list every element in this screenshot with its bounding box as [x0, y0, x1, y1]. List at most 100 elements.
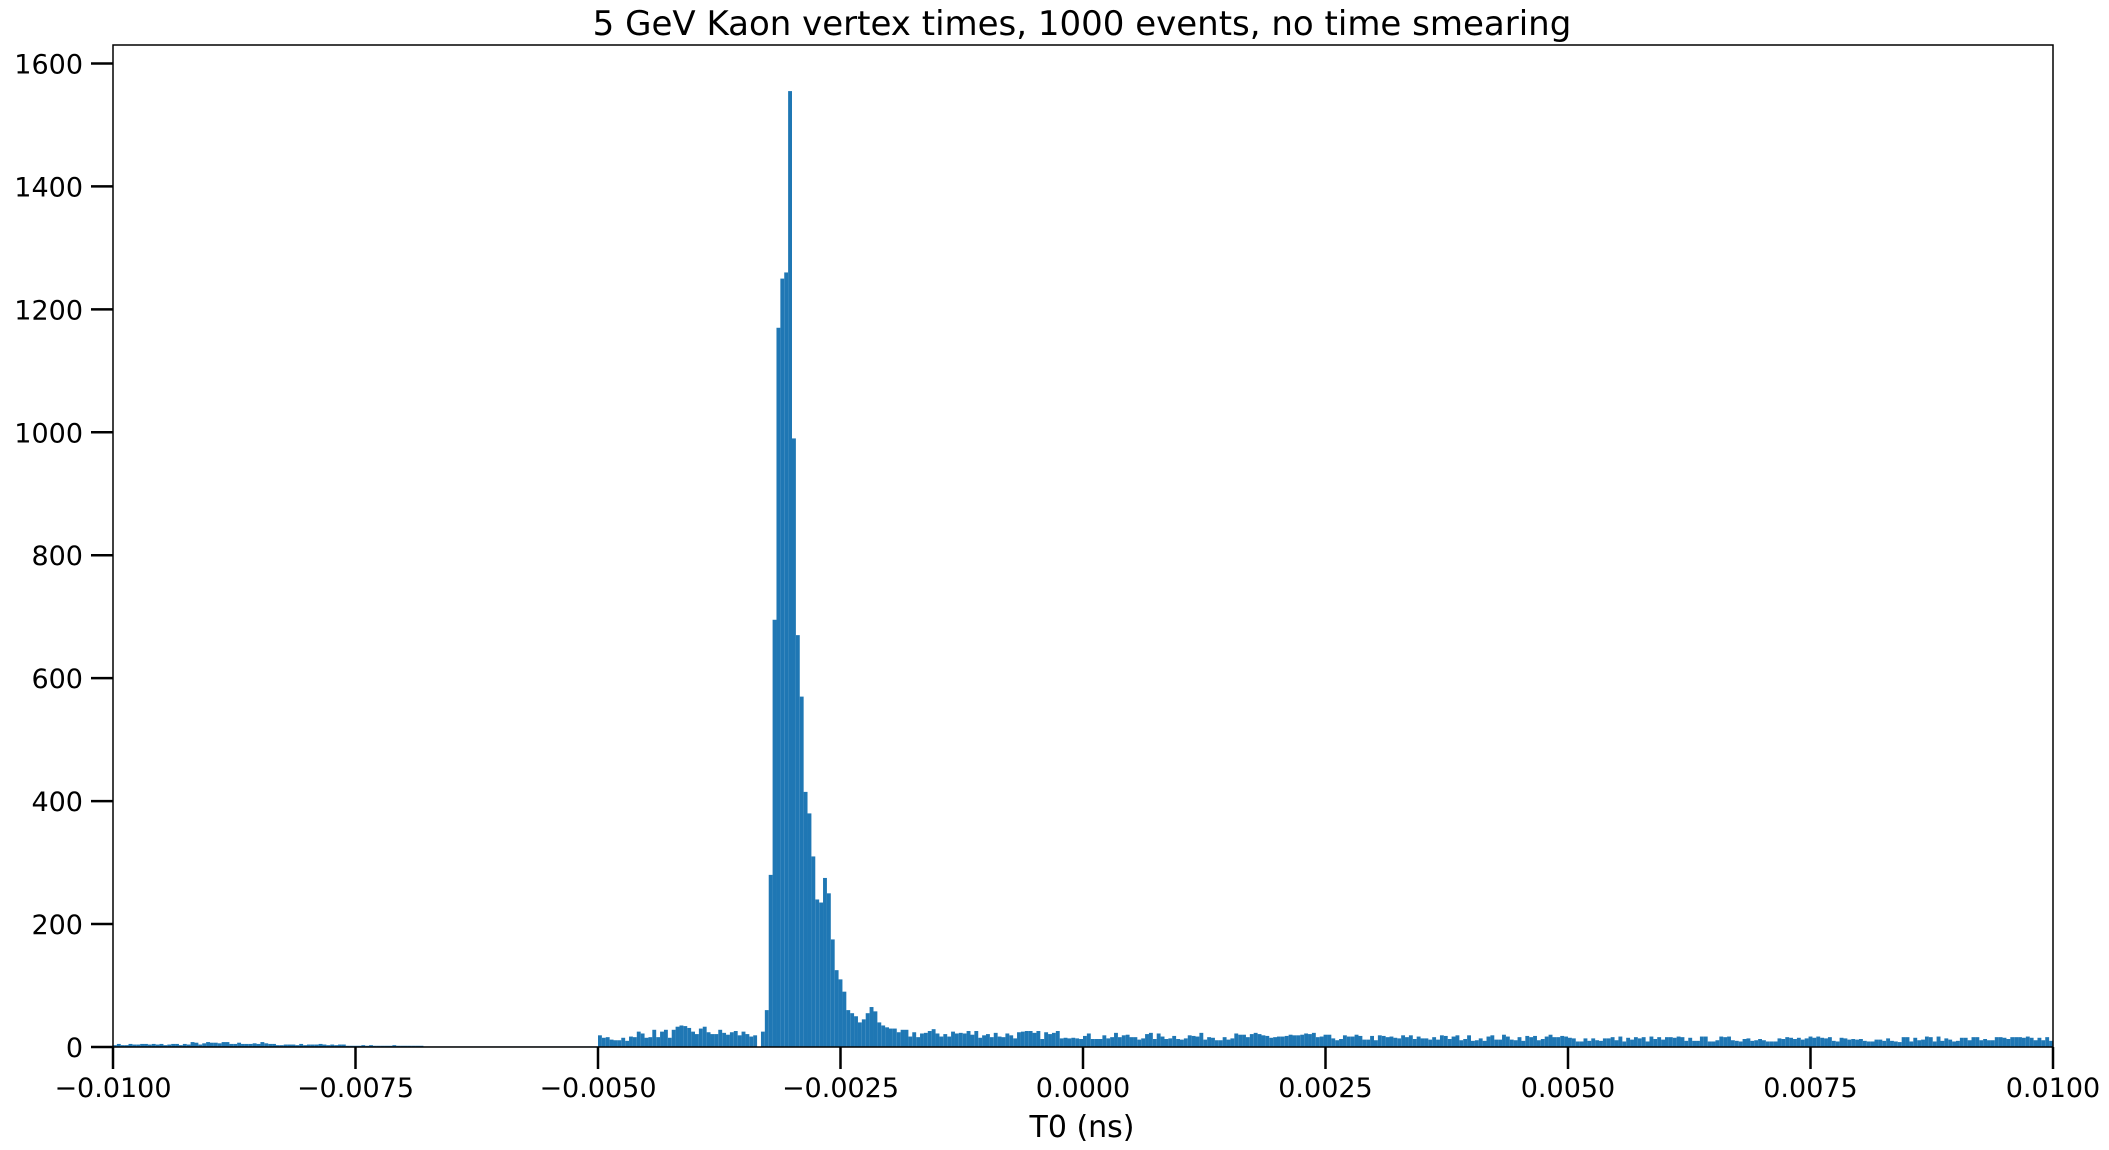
histogram-bar	[1079, 1039, 1083, 1047]
histogram-bar	[1959, 1037, 1964, 1047]
histogram-bar	[334, 1045, 339, 1047]
histogram-bar	[1156, 1033, 1161, 1047]
histogram-bar	[966, 1031, 971, 1047]
histogram-bar	[1742, 1039, 1747, 1047]
histogram-bar	[1133, 1037, 1138, 1047]
histogram-bar	[1335, 1040, 1340, 1047]
histogram-bar	[190, 1042, 195, 1047]
histogram-bar	[1381, 1035, 1386, 1047]
histogram-bar	[1416, 1036, 1421, 1047]
histogram-bar	[768, 874, 773, 1047]
histogram-bar	[1063, 1037, 1068, 1047]
histogram-bar	[1051, 1032, 1056, 1047]
histogram-bar	[1385, 1037, 1390, 1047]
y-tick-label: 1400	[14, 172, 83, 203]
histogram-bar	[1152, 1039, 1157, 1047]
histogram-bar	[1672, 1037, 1677, 1047]
histogram-bar	[1758, 1039, 1762, 1047]
histogram-bar	[182, 1043, 187, 1047]
histogram-bar	[729, 1032, 734, 1047]
y-tick-label: 600	[31, 664, 83, 695]
histogram-bar	[1471, 1040, 1475, 1047]
histogram-bar	[1424, 1038, 1429, 1047]
histogram-bar	[943, 1034, 948, 1047]
histogram-bar	[722, 1032, 727, 1047]
histogram-bar	[256, 1043, 261, 1047]
histogram-bar	[2049, 1040, 2053, 1047]
histogram-bar	[1242, 1034, 1246, 1047]
histogram-bar	[1009, 1035, 1014, 1047]
histogram-bar	[1839, 1037, 1844, 1047]
histogram-bar	[760, 1031, 765, 1047]
histogram-bar	[714, 1034, 719, 1047]
histogram-bar	[1645, 1041, 1650, 1047]
histogram-bar	[1207, 1037, 1212, 1047]
histogram-bar	[1071, 1037, 1076, 1047]
histogram-bar	[1148, 1032, 1153, 1047]
histogram-bar	[1824, 1038, 1828, 1047]
histogram-bar	[1781, 1039, 1786, 1047]
histogram-bar	[1408, 1035, 1413, 1047]
histogram-bar	[2021, 1037, 2026, 1047]
histogram-bar	[962, 1033, 967, 1047]
histogram-bar	[885, 1027, 889, 1047]
histogram-bar	[1602, 1038, 1607, 1047]
histogram-bar	[167, 1044, 172, 1047]
histogram-bar	[710, 1034, 715, 1047]
histogram-bar	[1490, 1035, 1495, 1047]
histogram-bar	[1948, 1039, 1953, 1047]
histogram-bar	[1692, 1040, 1697, 1047]
histogram-bar	[1013, 1038, 1018, 1047]
histogram-bar	[1362, 1039, 1367, 1047]
histogram-bar	[132, 1044, 137, 1047]
histogram-bar	[1094, 1039, 1099, 1047]
histogram-bar	[815, 899, 820, 1047]
histogram-bar	[1393, 1037, 1398, 1047]
histogram-bar	[598, 1035, 602, 1047]
histogram-bar	[341, 1044, 346, 1047]
histogram-bar	[846, 1010, 851, 1047]
histogram-bar	[900, 1029, 905, 1047]
histogram-bar	[1482, 1040, 1487, 1047]
histogram-bar	[116, 1043, 121, 1047]
histogram-bar	[1040, 1039, 1045, 1047]
histogram-bar	[1315, 1037, 1320, 1047]
histogram-bar	[1269, 1037, 1274, 1047]
histogram-bar	[1878, 1039, 1883, 1047]
histogram-bar	[1001, 1037, 1006, 1047]
histogram-bar	[1886, 1038, 1891, 1047]
histogram-bar	[1370, 1035, 1374, 1047]
histogram-bar	[629, 1036, 633, 1047]
x-tick-label: 0.0050	[1521, 1073, 1615, 1104]
histogram-bar	[823, 877, 827, 1047]
histogram-bar	[776, 327, 781, 1047]
histogram-bar	[1327, 1034, 1332, 1047]
histogram-bar	[1137, 1039, 1142, 1047]
histogram-bar	[1633, 1037, 1638, 1047]
histogram-bar	[1447, 1039, 1452, 1047]
histogram-bar	[1540, 1039, 1545, 1047]
histogram-bar	[175, 1043, 179, 1047]
histogram-bars	[113, 91, 2053, 1048]
histogram-bar	[330, 1044, 335, 1047]
histogram-bar	[892, 1028, 897, 1047]
histogram-bar	[1936, 1036, 1941, 1047]
histogram-bar	[842, 991, 847, 1047]
histogram-bar	[877, 1022, 882, 1047]
histogram-bar	[2037, 1037, 2042, 1047]
histogram-bar	[1463, 1039, 1468, 1047]
histogram-bar	[1055, 1031, 1060, 1047]
histogram-bar	[1245, 1037, 1250, 1047]
histogram-bar	[186, 1044, 191, 1047]
histogram-bar	[683, 1026, 688, 1047]
histogram-bar	[834, 970, 839, 1047]
histogram-bar	[1723, 1037, 1728, 1047]
histogram-bar	[1083, 1035, 1087, 1047]
histogram-bar	[1975, 1037, 1980, 1047]
histogram-bar	[1090, 1039, 1095, 1047]
histogram-bar	[1183, 1038, 1188, 1047]
histogram-bar	[237, 1042, 242, 1047]
histogram-bar	[1827, 1037, 1832, 1047]
histogram-bar	[617, 1040, 622, 1047]
histogram-bar	[1308, 1034, 1312, 1047]
